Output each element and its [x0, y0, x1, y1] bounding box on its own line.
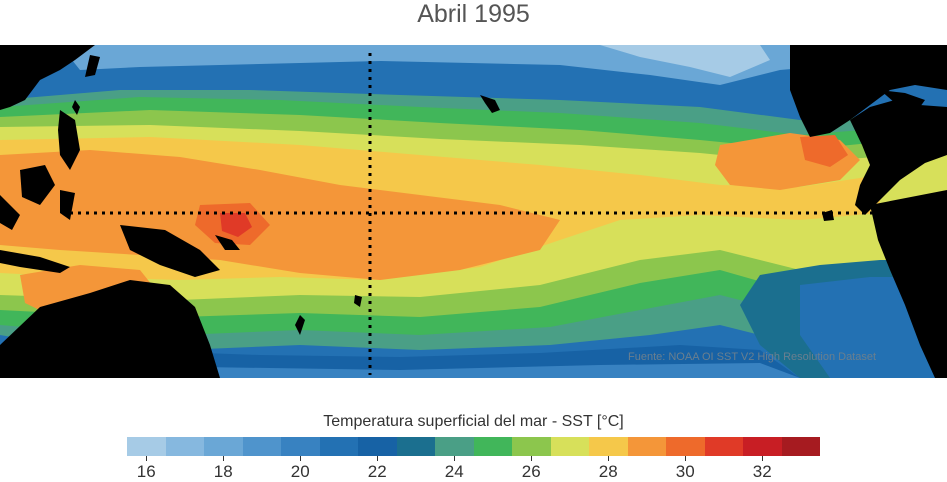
colorbar-tick-label: 32 [752, 462, 772, 481]
colorbar-tick-label: 30 [675, 462, 695, 481]
colorbar-segment [704, 437, 743, 456]
colorbar-segment [550, 437, 589, 456]
colorbar [127, 437, 820, 456]
colorbar-tick-mark [762, 456, 764, 461]
sst-hotspot-core [220, 213, 252, 237]
colorbar-segment [435, 437, 474, 456]
colorbar-tick-label: 18 [213, 462, 233, 481]
sst-map [0, 45, 947, 378]
land-philippines [58, 110, 80, 170]
colorbar-segment [512, 437, 551, 456]
colorbar-segment [242, 437, 281, 456]
colorbar-segment [781, 437, 820, 456]
colorbar-tick-label: 26 [521, 462, 541, 481]
colorbar-segment [396, 437, 435, 456]
sst-hotspot-east [800, 135, 848, 167]
land-asia [0, 45, 95, 110]
colorbar-tick-label: 16 [136, 462, 156, 481]
land-sumatra [0, 195, 20, 230]
colorbar-tick-label: 22 [367, 462, 387, 481]
land-caribbean [880, 90, 925, 107]
land-taiwan [72, 100, 80, 115]
land-nz [295, 315, 305, 335]
land-central-america [850, 100, 947, 215]
colorbar-segment [165, 437, 204, 456]
land-solomons [215, 235, 240, 250]
colorbar-tick-label: 28 [598, 462, 618, 481]
land-south-america [870, 190, 947, 378]
colorbar-tick-mark [146, 456, 148, 461]
colorbar-tick-mark [531, 456, 533, 461]
colorbar-tick-mark [377, 456, 379, 461]
colorbar-tick-mark [454, 456, 456, 461]
map-title: Abril 1995 [417, 0, 530, 28]
colorbar-segment [358, 437, 397, 456]
colorbar-tick-mark [300, 456, 302, 461]
land-fiji [354, 295, 362, 307]
sst-band-arctic [600, 45, 770, 77]
land-australia [0, 280, 220, 378]
colorbar-tick-label: 20 [290, 462, 310, 481]
colorbar-segment [319, 437, 358, 456]
land-new-guinea [120, 225, 220, 277]
colorbar-tick-mark [608, 456, 610, 461]
land-borneo [20, 165, 55, 205]
colorbar-tick-mark [685, 456, 687, 461]
colorbar-segment [743, 437, 782, 456]
colorbar-segment [204, 437, 243, 456]
land-hawaii [480, 95, 500, 113]
colorbar-tick-mark [223, 456, 225, 461]
land-japan [85, 55, 100, 77]
land-americas-north [790, 45, 947, 137]
source-note: Fuente: NOAA OI SST V2 High Resolution D… [628, 351, 877, 363]
colorbar-tick-label: 24 [444, 462, 464, 481]
colorbar-segment [627, 437, 666, 456]
colorbar-segment [666, 437, 705, 456]
land-java [0, 250, 70, 273]
colorbar-segment [127, 437, 166, 456]
colorbar-segment [473, 437, 512, 456]
land [0, 45, 947, 378]
colorbar-ticks: 16 18 20 22 24 26 28 30 32 [0, 456, 947, 481]
colorbar-segment [281, 437, 320, 456]
colorbar-segment [589, 437, 628, 456]
colorbar-label: Temperatura superficial del mar - SST [°… [323, 413, 624, 430]
